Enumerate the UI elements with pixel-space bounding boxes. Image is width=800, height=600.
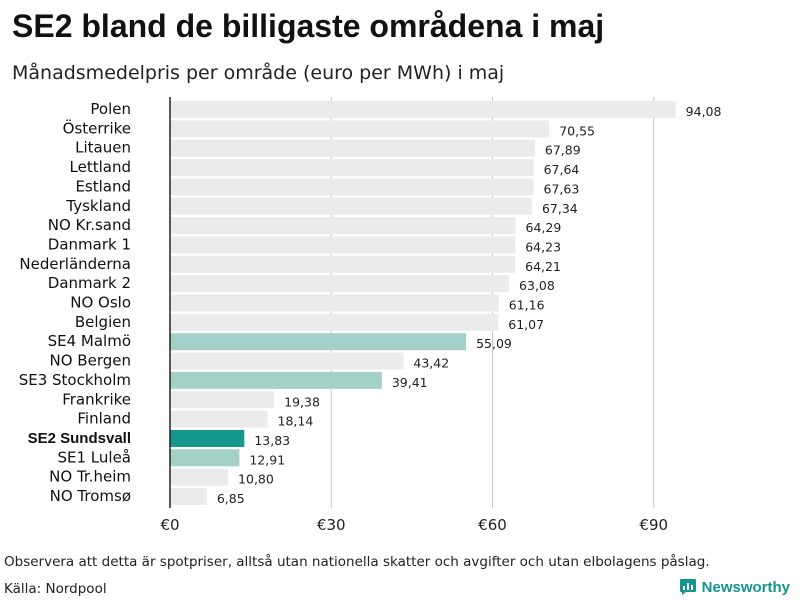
value-label: 64,21 xyxy=(525,259,561,274)
value-label: 6,85 xyxy=(217,491,245,506)
value-label: 94,08 xyxy=(686,104,722,119)
value-label: 13,83 xyxy=(254,433,290,448)
brand-logo: Newsworthy xyxy=(679,578,790,596)
category-label: Finland xyxy=(77,410,131,428)
bar-no-kr-sand xyxy=(170,217,516,235)
bar-se3-stockholm xyxy=(170,371,382,389)
bar-frankrike xyxy=(170,391,275,409)
bar-danmark-1 xyxy=(170,236,516,254)
x-tick-label: €60 xyxy=(478,516,507,534)
value-label: 67,89 xyxy=(545,143,581,158)
value-label: 67,63 xyxy=(544,181,580,196)
source-note: Källa: Nordpool xyxy=(4,581,107,597)
value-label: 64,29 xyxy=(526,220,562,235)
value-labels: 94,08 70,55 67,89 67,64 67,63 67,34 64,29 64,23… xyxy=(217,104,722,506)
category-label: SE1 Luleå xyxy=(58,448,132,466)
category-label: Nederländerna xyxy=(19,255,131,273)
value-label: 10,80 xyxy=(238,472,274,487)
category-label: NO Kr.sand xyxy=(48,216,131,234)
category-label: Belgien xyxy=(75,313,131,331)
bar-danmark-2 xyxy=(170,275,510,293)
x-tick-label: €90 xyxy=(639,516,668,534)
value-label: 63,08 xyxy=(519,278,555,293)
category-label: SE3 Stockholm xyxy=(19,371,131,389)
category-label: Danmark 1 xyxy=(48,235,131,253)
category-label: Polen xyxy=(90,100,131,118)
bar-litauen xyxy=(170,139,535,157)
value-label: 67,34 xyxy=(542,201,578,216)
bar-no-tr-heim xyxy=(170,468,229,486)
bar-belgien xyxy=(170,313,499,331)
bar-polen xyxy=(170,101,676,118)
category-label: Litauen xyxy=(75,139,131,157)
value-label: 70,55 xyxy=(559,123,595,138)
category-label: SE4 Malmö xyxy=(48,332,131,350)
x-axis-ticks: €0 €30 €60 €90 xyxy=(160,516,668,534)
bar-estland xyxy=(170,178,534,196)
bar-lettland xyxy=(170,159,534,177)
x-tick-label: €30 xyxy=(317,516,346,534)
value-label: 61,07 xyxy=(508,317,544,332)
category-label: Österrike xyxy=(63,118,131,137)
category-label: NO Oslo xyxy=(70,294,131,312)
bar-se1-luleå xyxy=(170,449,240,467)
value-label: 43,42 xyxy=(413,356,449,371)
bar-no-bergen xyxy=(170,352,404,370)
category-label: NO Tr.heim xyxy=(49,468,131,486)
chart-title: SE2 bland de billigaste områdena i maj xyxy=(12,8,605,44)
category-label: NO Bergen xyxy=(50,352,131,370)
category-label: Danmark 2 xyxy=(48,274,131,292)
bar-tyskland xyxy=(170,197,532,215)
bar-no-oslo xyxy=(170,294,499,312)
category-label: Frankrike xyxy=(62,390,131,408)
x-tick-label: €0 xyxy=(160,516,179,534)
bar-no-tromsø xyxy=(170,488,207,505)
value-label: 61,16 xyxy=(509,298,545,313)
category-label: Lettland xyxy=(70,158,131,176)
bar-finland xyxy=(170,410,268,428)
category-label: NO Tromsø xyxy=(50,487,131,505)
value-label: 19,38 xyxy=(284,394,320,409)
chart-subtitle: Månadsmedelpris per område (euro per MWh… xyxy=(12,62,505,84)
category-label: Tyskland xyxy=(65,197,131,215)
bar-nederländerna xyxy=(170,255,516,273)
newsworthy-logo-icon xyxy=(679,579,696,595)
bars xyxy=(170,101,676,505)
brand-name: Newsworthy xyxy=(701,578,790,596)
value-label: 64,23 xyxy=(525,239,561,254)
bar-österrike xyxy=(170,120,550,138)
value-label: 39,41 xyxy=(392,375,428,390)
value-label: 12,91 xyxy=(249,452,285,467)
bar-se4-malmö xyxy=(170,333,467,351)
value-label: 67,64 xyxy=(544,162,580,177)
category-label: Estland xyxy=(75,177,131,195)
bar-se2-sundsvall xyxy=(170,429,245,447)
footnote: Observera att detta är spotpriser, allts… xyxy=(4,554,710,570)
value-label: 55,09 xyxy=(476,336,512,351)
value-label: 18,14 xyxy=(278,414,314,429)
category-label: SE2 Sundsvall xyxy=(28,430,131,447)
